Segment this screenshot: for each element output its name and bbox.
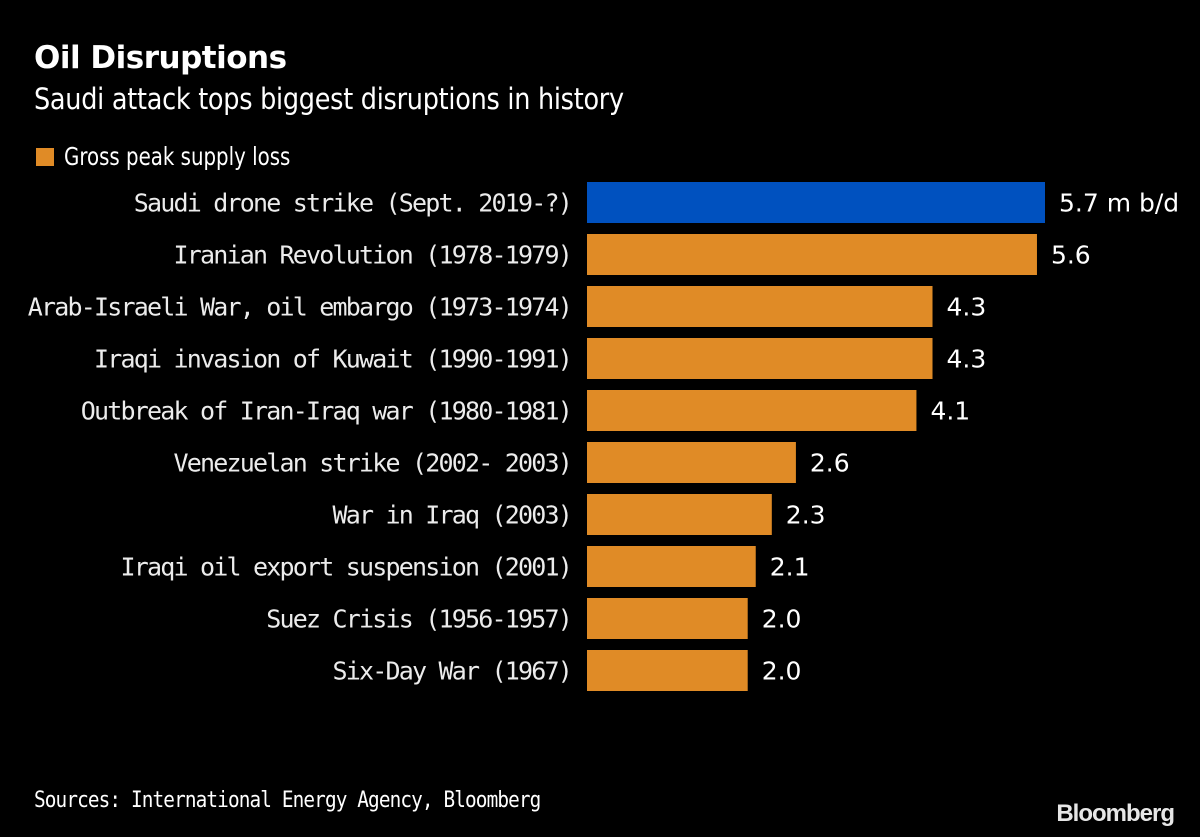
chart-title: Oil Disruptions [34, 40, 287, 76]
bar [587, 338, 933, 379]
value-label: 2.0 [762, 605, 802, 634]
value-label: 2.1 [770, 553, 810, 582]
category-label: War in Iraq (2003) [332, 501, 571, 530]
value-label: 5.7 m b/d [1059, 189, 1179, 218]
category-label: Suez Crisis (1956-1957) [266, 605, 571, 634]
source-note: Sources: International Energy Agency, Bl… [34, 788, 541, 813]
bar [587, 286, 933, 327]
category-label: Saudi drone strike (Sept. 2019-?) [134, 189, 571, 218]
legend-label: Gross peak supply loss [64, 142, 291, 171]
bar [587, 234, 1037, 275]
value-label: 2.6 [810, 449, 850, 478]
legend: Gross peak supply loss [36, 142, 321, 171]
value-label: 5.6 [1051, 241, 1091, 270]
value-label: 4.3 [947, 293, 987, 322]
category-label: Iraqi oil export suspension (2001) [120, 553, 571, 582]
category-label: Iraqi invasion of Kuwait (1990-1991) [94, 345, 571, 374]
value-label: 4.1 [930, 397, 970, 426]
legend-swatch [36, 147, 54, 166]
bar [587, 598, 748, 639]
bar [587, 390, 917, 431]
bar [587, 182, 1045, 223]
category-label: Outbreak of Iran-Iraq war (1980-1981) [81, 397, 571, 426]
value-label: 2.3 [786, 501, 826, 530]
category-label: Venezuelan strike (2002- 2003) [173, 449, 571, 478]
bar [587, 546, 756, 587]
value-label: 4.3 [947, 345, 987, 374]
category-label: Iranian Revolution (1978-1979) [173, 241, 571, 270]
category-label: Six-Day War (1967) [332, 657, 571, 686]
bar [587, 442, 796, 483]
category-label: Arab-Israeli War, oil embargo (1973-1974… [28, 293, 571, 322]
value-label: 2.0 [762, 657, 802, 686]
chart-subtitle: Saudi attack tops biggest disruptions in… [34, 82, 624, 116]
bar [587, 494, 772, 535]
bar [587, 650, 748, 691]
bloomberg-logo: Bloomberg [1056, 800, 1175, 827]
